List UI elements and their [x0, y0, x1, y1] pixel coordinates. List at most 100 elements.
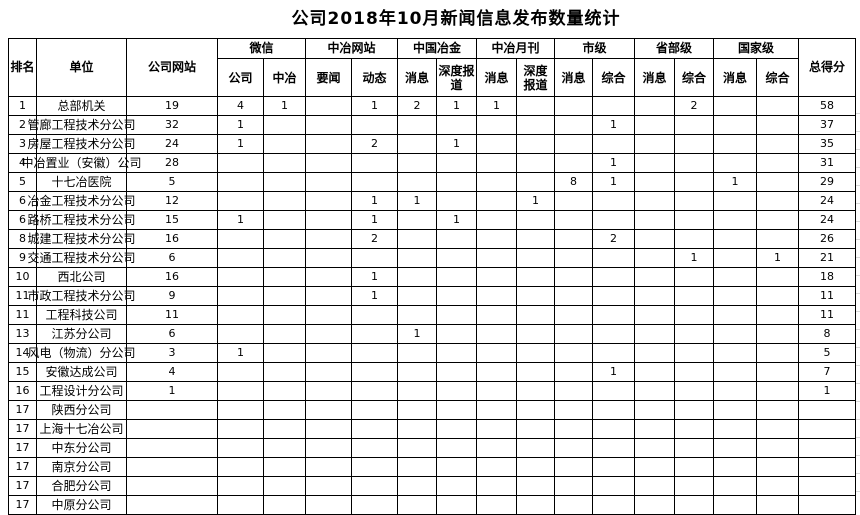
value-cell-monthly-news[interactable] [476, 248, 517, 268]
col-header-website[interactable]: 公司网站 [126, 38, 218, 97]
value-cell-national-news[interactable] [713, 134, 757, 154]
value-cell-mccweb-headline[interactable] [305, 381, 352, 401]
rank-cell[interactable]: 10 [8, 267, 37, 287]
value-cell-cnmet-report[interactable] [436, 457, 477, 477]
value-cell-prov-news[interactable] [634, 324, 675, 344]
value-cell-company-website[interactable]: 16 [126, 267, 218, 287]
value-cell-city-general[interactable] [592, 191, 635, 211]
value-cell-city-news[interactable] [554, 419, 593, 439]
value-cell-wechat-mcc[interactable] [263, 457, 306, 477]
value-cell-monthly-report[interactable] [516, 267, 555, 287]
col-header-unit[interactable]: 单位 [36, 38, 127, 97]
value-cell-prov-general[interactable] [674, 457, 714, 477]
value-cell-national-general[interactable]: 1 [756, 248, 799, 268]
total-cell[interactable]: 18 [798, 267, 856, 287]
value-cell-national-general[interactable] [756, 457, 799, 477]
value-cell-cnmet-report[interactable] [436, 286, 477, 306]
value-cell-national-general[interactable] [756, 191, 799, 211]
value-cell-mccweb-news[interactable]: 1 [351, 267, 398, 287]
value-cell-prov-news[interactable] [634, 191, 675, 211]
value-cell-monthly-news[interactable] [476, 172, 517, 192]
value-cell-prov-news[interactable] [634, 134, 675, 154]
rank-cell[interactable]: 13 [8, 324, 37, 344]
total-cell[interactable] [798, 457, 856, 477]
value-cell-prov-general[interactable] [674, 419, 714, 439]
value-cell-wechat-mcc[interactable] [263, 286, 306, 306]
value-cell-prov-general[interactable]: 1 [674, 248, 714, 268]
rank-cell[interactable]: 11 [8, 305, 37, 325]
value-cell-monthly-news[interactable] [476, 115, 517, 135]
value-cell-prov-general[interactable] [674, 324, 714, 344]
value-cell-cnmet-news[interactable] [397, 343, 437, 363]
value-cell-prov-news[interactable] [634, 153, 675, 173]
sub-header-mcc-website-0[interactable]: 要闻 [305, 58, 352, 97]
value-cell-prov-news[interactable] [634, 400, 675, 420]
value-cell-city-general[interactable] [592, 210, 635, 230]
value-cell-mccweb-headline[interactable] [305, 457, 352, 477]
total-cell[interactable]: 11 [798, 286, 856, 306]
value-cell-monthly-report[interactable] [516, 210, 555, 230]
rank-cell[interactable]: 17 [8, 457, 37, 477]
value-cell-cnmet-news[interactable] [397, 362, 437, 382]
value-cell-wechat-company[interactable] [217, 191, 264, 211]
value-cell-city-news[interactable] [554, 134, 593, 154]
value-cell-monthly-news[interactable] [476, 210, 517, 230]
value-cell-national-general[interactable] [756, 419, 799, 439]
value-cell-wechat-company[interactable] [217, 457, 264, 477]
value-cell-prov-general[interactable] [674, 153, 714, 173]
value-cell-monthly-news[interactable] [476, 438, 517, 458]
value-cell-prov-general[interactable] [674, 286, 714, 306]
value-cell-prov-general[interactable] [674, 438, 714, 458]
group-header-provincial[interactable]: 省部级 [634, 38, 714, 59]
value-cell-monthly-report[interactable] [516, 457, 555, 477]
value-cell-city-news[interactable] [554, 476, 593, 496]
value-cell-wechat-company[interactable] [217, 324, 264, 344]
value-cell-city-news[interactable] [554, 381, 593, 401]
value-cell-wechat-company[interactable] [217, 495, 264, 515]
value-cell-city-news[interactable] [554, 343, 593, 363]
sub-header-mcc-monthly-0[interactable]: 消息 [476, 58, 517, 97]
sub-header-china-metallurgy-0[interactable]: 消息 [397, 58, 437, 97]
total-cell[interactable] [798, 438, 856, 458]
sub-header-municipal-1[interactable]: 综合 [592, 58, 635, 97]
sub-header-provincial-0[interactable]: 消息 [634, 58, 675, 97]
value-cell-cnmet-report[interactable]: 1 [436, 96, 477, 116]
value-cell-monthly-news[interactable] [476, 495, 517, 515]
value-cell-prov-news[interactable] [634, 172, 675, 192]
value-cell-cnmet-report[interactable] [436, 362, 477, 382]
value-cell-mccweb-headline[interactable] [305, 248, 352, 268]
total-cell[interactable]: 24 [798, 210, 856, 230]
value-cell-monthly-news[interactable] [476, 362, 517, 382]
value-cell-mccweb-news[interactable]: 2 [351, 229, 398, 249]
value-cell-city-news[interactable] [554, 324, 593, 344]
value-cell-mccweb-headline[interactable] [305, 419, 352, 439]
sub-header-provincial-1[interactable]: 综合 [674, 58, 714, 97]
value-cell-prov-news[interactable] [634, 305, 675, 325]
value-cell-prov-news[interactable] [634, 362, 675, 382]
value-cell-wechat-company[interactable] [217, 400, 264, 420]
value-cell-monthly-report[interactable] [516, 343, 555, 363]
value-cell-national-news[interactable] [713, 495, 757, 515]
value-cell-monthly-news[interactable]: 1 [476, 96, 517, 116]
total-cell[interactable]: 7 [798, 362, 856, 382]
value-cell-prov-news[interactable] [634, 248, 675, 268]
total-cell[interactable]: 35 [798, 134, 856, 154]
value-cell-national-general[interactable] [756, 495, 799, 515]
value-cell-cnmet-report[interactable] [436, 343, 477, 363]
value-cell-cnmet-news[interactable] [397, 229, 437, 249]
value-cell-cnmet-news[interactable] [397, 172, 437, 192]
value-cell-city-news[interactable] [554, 438, 593, 458]
unit-cell[interactable]: 交通工程技术分公司 [27, 248, 136, 268]
value-cell-national-general[interactable] [756, 115, 799, 135]
value-cell-company-website[interactable]: 6 [126, 324, 218, 344]
value-cell-monthly-report[interactable] [516, 438, 555, 458]
value-cell-monthly-report[interactable]: 1 [516, 191, 555, 211]
total-cell[interactable]: 29 [798, 172, 856, 192]
value-cell-mccweb-headline[interactable] [305, 476, 352, 496]
value-cell-national-general[interactable] [756, 286, 799, 306]
value-cell-wechat-company[interactable]: 1 [217, 343, 264, 363]
value-cell-mccweb-headline[interactable] [305, 229, 352, 249]
value-cell-cnmet-report[interactable] [436, 476, 477, 496]
value-cell-wechat-company[interactable] [217, 381, 264, 401]
value-cell-mccweb-headline[interactable] [305, 134, 352, 154]
